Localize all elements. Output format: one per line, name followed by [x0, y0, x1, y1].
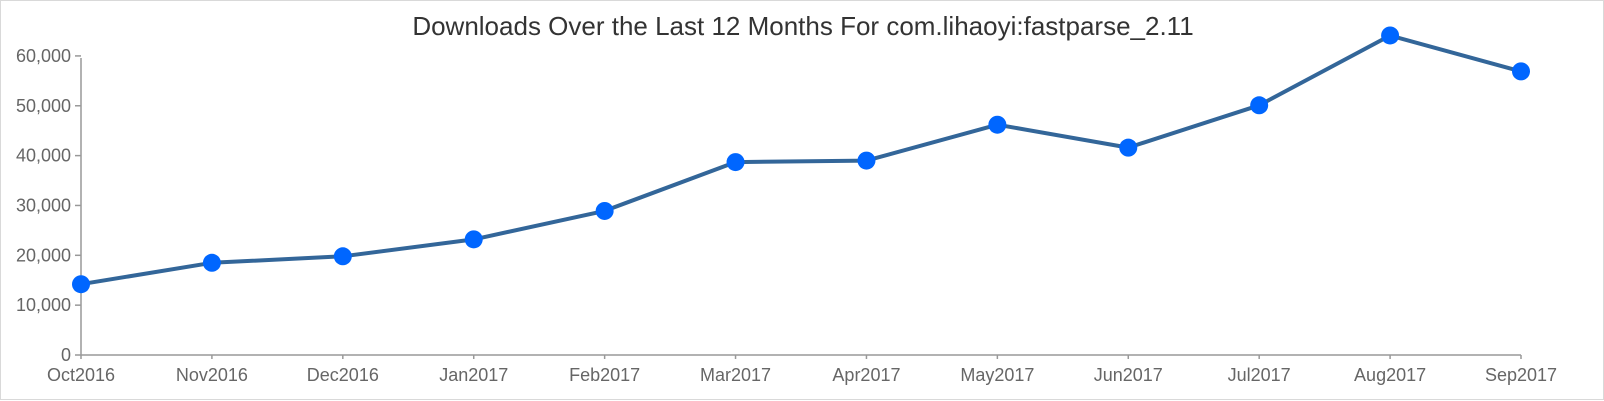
- series-layer: [72, 26, 1530, 294]
- y-tick-label: 40,000: [16, 146, 71, 166]
- x-tick-label: Feb2017: [569, 365, 640, 385]
- data-point[interactable]: [595, 201, 614, 220]
- y-tick-label: 60,000: [16, 46, 71, 66]
- y-tick-label: 0: [61, 345, 71, 365]
- data-point[interactable]: [72, 275, 90, 294]
- x-tick-label: May2017: [960, 365, 1034, 385]
- data-point[interactable]: [726, 153, 745, 172]
- chart-title: Downloads Over the Last 12 Months For co…: [412, 11, 1194, 41]
- y-tick-label: 30,000: [16, 195, 71, 215]
- x-tick-label: Apr2017: [832, 365, 900, 385]
- x-tick-label: Sep2017: [1485, 365, 1557, 385]
- series-line: [79, 33, 1523, 287]
- x-tick-label: Jul2017: [1228, 365, 1291, 385]
- data-point[interactable]: [202, 253, 221, 272]
- x-tick-label: Dec2016: [307, 365, 379, 385]
- data-point[interactable]: [1250, 96, 1269, 115]
- data-point[interactable]: [464, 230, 483, 249]
- y-tick-label: 10,000: [16, 295, 71, 315]
- x-tick-label: Jan2017: [439, 365, 508, 385]
- data-point[interactable]: [1512, 62, 1530, 81]
- data-point[interactable]: [988, 115, 1007, 134]
- x-axis: Oct2016 Nov2016 Dec2016 Jan2017 Feb2017 Mar20…: [47, 354, 1557, 385]
- y-axis: 0 10,000 20,000 30,000 40,000 50,000 60,000: [16, 46, 82, 365]
- data-point[interactable]: [1381, 26, 1400, 45]
- y-tick-label: 50,000: [16, 96, 71, 116]
- data-point[interactable]: [857, 151, 876, 170]
- x-tick-label: Nov2016: [176, 365, 248, 385]
- x-tick-label: Mar2017: [700, 365, 771, 385]
- x-tick-label: Oct2016: [47, 365, 115, 385]
- x-tick-label: Jun2017: [1094, 365, 1163, 385]
- data-point[interactable]: [1119, 138, 1138, 157]
- data-point[interactable]: [333, 247, 352, 266]
- y-tick-label: 20,000: [16, 245, 71, 265]
- x-tick-label: Aug2017: [1354, 365, 1426, 385]
